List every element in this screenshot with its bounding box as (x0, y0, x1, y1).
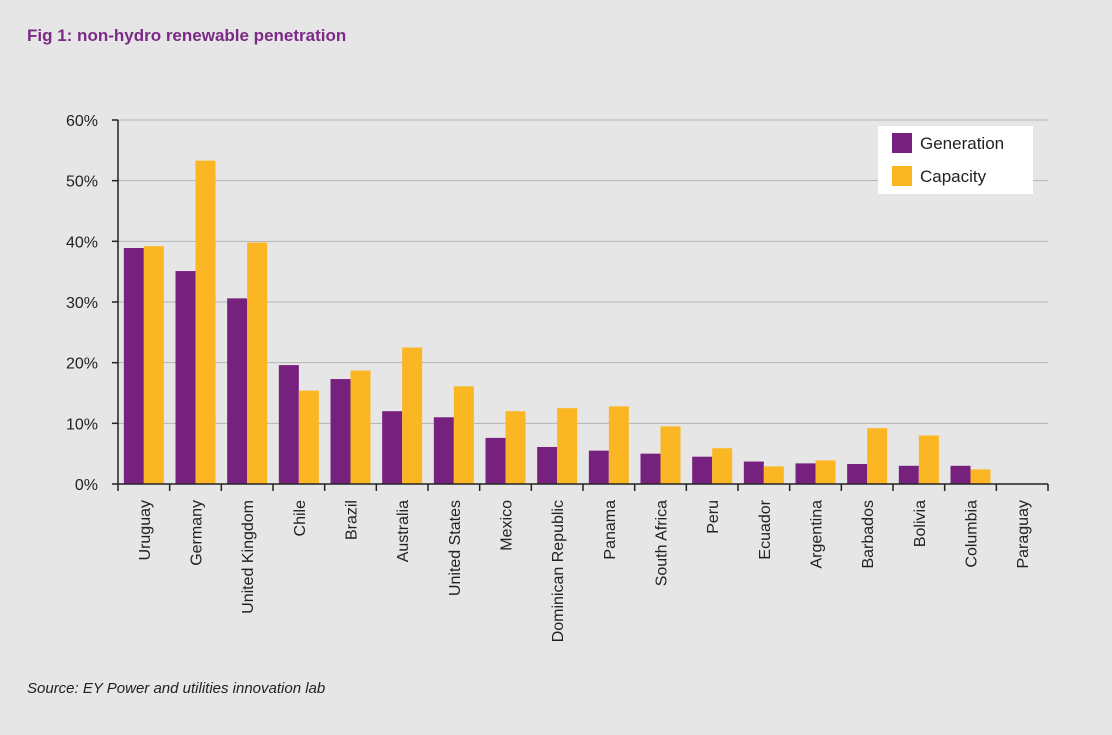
category-label: Bolivia (912, 500, 929, 547)
bar-generation-chile (278, 365, 299, 484)
bar-capacity-south-africa (660, 426, 681, 484)
legend-swatch-generation (892, 133, 912, 153)
bar-capacity-united-states (453, 386, 474, 484)
bar-generation-columbia (950, 465, 971, 484)
category-label: Uruguay (137, 500, 154, 560)
category-label: South Africa (654, 500, 671, 586)
bar-capacity-mexico (505, 411, 526, 484)
bar-generation-argentina (795, 463, 816, 484)
category-label: Paraguay (1015, 500, 1032, 569)
source-note: Source: EY Power and utilities innovatio… (27, 680, 326, 697)
bar-generation-south-africa (640, 453, 661, 484)
chart-title: Fig 1: non-hydro renewable penetration (27, 26, 347, 45)
category-label: Chile (292, 500, 309, 537)
y-tick-label: 0% (75, 477, 98, 494)
bar-generation-ecuador (743, 461, 764, 484)
category-label: Australia (395, 500, 412, 562)
y-tick-label: 10% (66, 416, 98, 433)
bar-capacity-panama (608, 406, 629, 484)
bar-capacity-dominican-republic (557, 408, 578, 484)
category-labels: Uruguay Germany United Kingdom Chile Brazil A… (137, 499, 1032, 642)
y-tick-label: 50% (66, 174, 98, 191)
category-label: Columbia (964, 500, 981, 568)
category-label: Panama (602, 500, 619, 560)
bar-capacity-columbia (970, 469, 991, 484)
bar-generation-united-kingdom (227, 298, 248, 484)
bar-generation-brazil (330, 379, 351, 484)
bar-capacity-australia (402, 347, 423, 484)
category-label: Ecuador (757, 499, 774, 559)
bar-capacity-barbados (867, 428, 888, 484)
bar-capacity-united-kingdom (247, 242, 268, 484)
bar-generation-peru (692, 456, 713, 484)
y-tick-label: 30% (66, 295, 98, 312)
bar-capacity-bolivia (918, 435, 939, 484)
y-tick-labels: 0% 10% 20% 30% 40% 50% 60% (66, 113, 98, 494)
y-tick-label: 20% (66, 356, 98, 373)
bar-capacity-argentina (815, 460, 836, 484)
bar-generation-germany (175, 271, 196, 484)
category-label: Dominican Republic (550, 500, 567, 642)
category-label: United States (447, 500, 464, 596)
axes (117, 120, 1049, 491)
bar-generation-dominican-republic (537, 446, 558, 484)
gridlines (112, 119, 1048, 485)
bar-generation-panama (588, 450, 609, 484)
bar-capacity-chile (298, 390, 319, 484)
legend-label-generation: Generation (920, 134, 1004, 153)
bars (123, 160, 991, 484)
legend: Generation Capacity (878, 126, 1033, 194)
y-tick-label: 40% (66, 234, 98, 251)
y-tick-label: 60% (66, 113, 98, 130)
bar-capacity-brazil (350, 370, 371, 484)
category-label: Mexico (499, 500, 516, 551)
category-label: United Kingdom (240, 500, 257, 614)
bar-generation-bolivia (898, 465, 919, 484)
legend-label-capacity: Capacity (920, 167, 987, 186)
bar-generation-united-states (433, 417, 454, 484)
bar-generation-uruguay (123, 248, 144, 484)
legend-swatch-capacity (892, 166, 912, 186)
bar-generation-australia (382, 411, 403, 484)
bar-capacity-uruguay (143, 246, 164, 484)
category-label: Barbados (860, 500, 877, 569)
bar-generation-barbados (847, 463, 868, 484)
category-label: Peru (705, 500, 722, 534)
bar-capacity-ecuador (763, 466, 784, 484)
bar-capacity-peru (712, 448, 733, 484)
category-label: Germany (189, 500, 206, 566)
category-label: Argentina (809, 500, 826, 569)
category-label: Brazil (344, 500, 361, 540)
bar-generation-mexico (485, 437, 506, 484)
bar-capacity-germany (195, 160, 216, 484)
